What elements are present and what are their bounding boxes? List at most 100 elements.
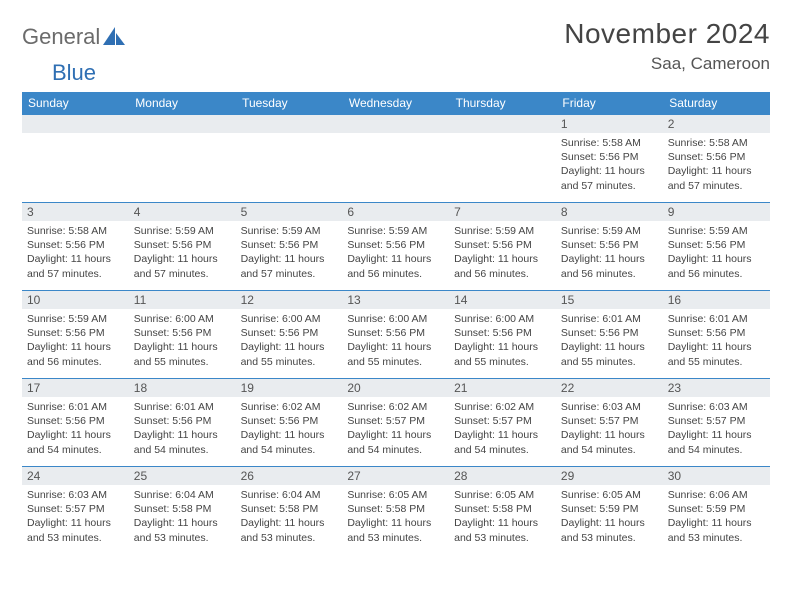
- day-content: Sunrise: 5:58 AMSunset: 5:56 PMDaylight:…: [556, 133, 663, 197]
- day-number: 11: [129, 291, 236, 309]
- calendar-day-cell: 20Sunrise: 6:02 AMSunset: 5:57 PMDayligh…: [342, 379, 449, 467]
- logo-sail-icon: [103, 27, 127, 47]
- day-number: 5: [236, 203, 343, 221]
- day-content: Sunrise: 5:59 AMSunset: 5:56 PMDaylight:…: [449, 221, 556, 285]
- month-title: November 2024: [564, 18, 770, 50]
- calendar-day-cell: 9Sunrise: 5:59 AMSunset: 5:56 PMDaylight…: [663, 203, 770, 291]
- calendar-day-cell: [22, 115, 129, 203]
- day-content: Sunrise: 6:01 AMSunset: 5:56 PMDaylight:…: [663, 309, 770, 373]
- day-content: Sunrise: 5:58 AMSunset: 5:56 PMDaylight:…: [22, 221, 129, 285]
- calendar-day-cell: [129, 115, 236, 203]
- calendar-day-cell: [236, 115, 343, 203]
- day-content: Sunrise: 6:06 AMSunset: 5:59 PMDaylight:…: [663, 485, 770, 549]
- day-number: 16: [663, 291, 770, 309]
- day-content: Sunrise: 6:00 AMSunset: 5:56 PMDaylight:…: [129, 309, 236, 373]
- calendar-week-row: 3Sunrise: 5:58 AMSunset: 5:56 PMDaylight…: [22, 203, 770, 291]
- day-number: 19: [236, 379, 343, 397]
- day-number: 28: [449, 467, 556, 485]
- logo-text-general: General: [22, 24, 100, 50]
- day-number: 4: [129, 203, 236, 221]
- calendar-page: General November 2024 Saa, Cameroon Blue…: [0, 0, 792, 573]
- day-content: Sunrise: 6:05 AMSunset: 5:59 PMDaylight:…: [556, 485, 663, 549]
- day-content: Sunrise: 5:59 AMSunset: 5:56 PMDaylight:…: [236, 221, 343, 285]
- weekday-header: Thursday: [449, 92, 556, 115]
- day-number: 13: [342, 291, 449, 309]
- day-content: Sunrise: 5:59 AMSunset: 5:56 PMDaylight:…: [556, 221, 663, 285]
- day-number: 14: [449, 291, 556, 309]
- calendar-week-row: 24Sunrise: 6:03 AMSunset: 5:57 PMDayligh…: [22, 467, 770, 555]
- day-number: 15: [556, 291, 663, 309]
- day-number: 26: [236, 467, 343, 485]
- day-number: 21: [449, 379, 556, 397]
- day-content: Sunrise: 6:04 AMSunset: 5:58 PMDaylight:…: [236, 485, 343, 549]
- day-content: Sunrise: 6:03 AMSunset: 5:57 PMDaylight:…: [22, 485, 129, 549]
- day-number: 6: [342, 203, 449, 221]
- day-content: Sunrise: 6:02 AMSunset: 5:57 PMDaylight:…: [342, 397, 449, 461]
- calendar-day-cell: 26Sunrise: 6:04 AMSunset: 5:58 PMDayligh…: [236, 467, 343, 555]
- day-content: Sunrise: 6:05 AMSunset: 5:58 PMDaylight:…: [342, 485, 449, 549]
- calendar-day-cell: 23Sunrise: 6:03 AMSunset: 5:57 PMDayligh…: [663, 379, 770, 467]
- day-content: Sunrise: 6:05 AMSunset: 5:58 PMDaylight:…: [449, 485, 556, 549]
- calendar-day-cell: 27Sunrise: 6:05 AMSunset: 5:58 PMDayligh…: [342, 467, 449, 555]
- day-number: 30: [663, 467, 770, 485]
- calendar-day-cell: 11Sunrise: 6:00 AMSunset: 5:56 PMDayligh…: [129, 291, 236, 379]
- calendar-day-cell: 4Sunrise: 5:59 AMSunset: 5:56 PMDaylight…: [129, 203, 236, 291]
- day-number: [342, 115, 449, 133]
- weekday-header: Monday: [129, 92, 236, 115]
- day-content: Sunrise: 6:01 AMSunset: 5:56 PMDaylight:…: [22, 397, 129, 461]
- day-number: 7: [449, 203, 556, 221]
- day-content: Sunrise: 6:04 AMSunset: 5:58 PMDaylight:…: [129, 485, 236, 549]
- day-content: Sunrise: 5:59 AMSunset: 5:56 PMDaylight:…: [129, 221, 236, 285]
- calendar-day-cell: 13Sunrise: 6:00 AMSunset: 5:56 PMDayligh…: [342, 291, 449, 379]
- weekday-header: Tuesday: [236, 92, 343, 115]
- day-content: Sunrise: 5:59 AMSunset: 5:56 PMDaylight:…: [342, 221, 449, 285]
- day-number: 9: [663, 203, 770, 221]
- calendar-day-cell: 5Sunrise: 5:59 AMSunset: 5:56 PMDaylight…: [236, 203, 343, 291]
- calendar-week-row: 17Sunrise: 6:01 AMSunset: 5:56 PMDayligh…: [22, 379, 770, 467]
- day-content: Sunrise: 6:01 AMSunset: 5:56 PMDaylight:…: [129, 397, 236, 461]
- calendar-day-cell: 29Sunrise: 6:05 AMSunset: 5:59 PMDayligh…: [556, 467, 663, 555]
- calendar-day-cell: 24Sunrise: 6:03 AMSunset: 5:57 PMDayligh…: [22, 467, 129, 555]
- calendar-day-cell: 25Sunrise: 6:04 AMSunset: 5:58 PMDayligh…: [129, 467, 236, 555]
- day-content: Sunrise: 6:01 AMSunset: 5:56 PMDaylight:…: [556, 309, 663, 373]
- day-number: 20: [342, 379, 449, 397]
- calendar-day-cell: 19Sunrise: 6:02 AMSunset: 5:56 PMDayligh…: [236, 379, 343, 467]
- day-content: Sunrise: 6:00 AMSunset: 5:56 PMDaylight:…: [236, 309, 343, 373]
- weekday-header-row: Sunday Monday Tuesday Wednesday Thursday…: [22, 92, 770, 115]
- day-number: 18: [129, 379, 236, 397]
- day-content: Sunrise: 6:02 AMSunset: 5:57 PMDaylight:…: [449, 397, 556, 461]
- day-number: 22: [556, 379, 663, 397]
- calendar-day-cell: 10Sunrise: 5:59 AMSunset: 5:56 PMDayligh…: [22, 291, 129, 379]
- day-number: 23: [663, 379, 770, 397]
- calendar-day-cell: 1Sunrise: 5:58 AMSunset: 5:56 PMDaylight…: [556, 115, 663, 203]
- day-number: 10: [22, 291, 129, 309]
- calendar-day-cell: 22Sunrise: 6:03 AMSunset: 5:57 PMDayligh…: [556, 379, 663, 467]
- day-number: 1: [556, 115, 663, 133]
- logo-text-blue: Blue: [52, 60, 792, 86]
- calendar-day-cell: 16Sunrise: 6:01 AMSunset: 5:56 PMDayligh…: [663, 291, 770, 379]
- calendar-day-cell: 3Sunrise: 5:58 AMSunset: 5:56 PMDaylight…: [22, 203, 129, 291]
- calendar-day-cell: 6Sunrise: 5:59 AMSunset: 5:56 PMDaylight…: [342, 203, 449, 291]
- calendar-day-cell: 21Sunrise: 6:02 AMSunset: 5:57 PMDayligh…: [449, 379, 556, 467]
- calendar-day-cell: 30Sunrise: 6:06 AMSunset: 5:59 PMDayligh…: [663, 467, 770, 555]
- day-content: Sunrise: 5:59 AMSunset: 5:56 PMDaylight:…: [663, 221, 770, 285]
- calendar-day-cell: 17Sunrise: 6:01 AMSunset: 5:56 PMDayligh…: [22, 379, 129, 467]
- day-number: [22, 115, 129, 133]
- day-content: Sunrise: 6:03 AMSunset: 5:57 PMDaylight:…: [663, 397, 770, 461]
- day-content: Sunrise: 6:02 AMSunset: 5:56 PMDaylight:…: [236, 397, 343, 461]
- calendar-body: 1Sunrise: 5:58 AMSunset: 5:56 PMDaylight…: [22, 115, 770, 555]
- weekday-header: Saturday: [663, 92, 770, 115]
- weekday-header: Sunday: [22, 92, 129, 115]
- day-content: Sunrise: 5:59 AMSunset: 5:56 PMDaylight:…: [22, 309, 129, 373]
- calendar-week-row: 1Sunrise: 5:58 AMSunset: 5:56 PMDaylight…: [22, 115, 770, 203]
- day-number: 2: [663, 115, 770, 133]
- calendar-day-cell: 8Sunrise: 5:59 AMSunset: 5:56 PMDaylight…: [556, 203, 663, 291]
- day-number: [236, 115, 343, 133]
- day-number: 27: [342, 467, 449, 485]
- calendar-day-cell: 28Sunrise: 6:05 AMSunset: 5:58 PMDayligh…: [449, 467, 556, 555]
- day-content: Sunrise: 6:00 AMSunset: 5:56 PMDaylight:…: [449, 309, 556, 373]
- weekday-header: Friday: [556, 92, 663, 115]
- calendar-day-cell: 12Sunrise: 6:00 AMSunset: 5:56 PMDayligh…: [236, 291, 343, 379]
- calendar-day-cell: [449, 115, 556, 203]
- day-number: 12: [236, 291, 343, 309]
